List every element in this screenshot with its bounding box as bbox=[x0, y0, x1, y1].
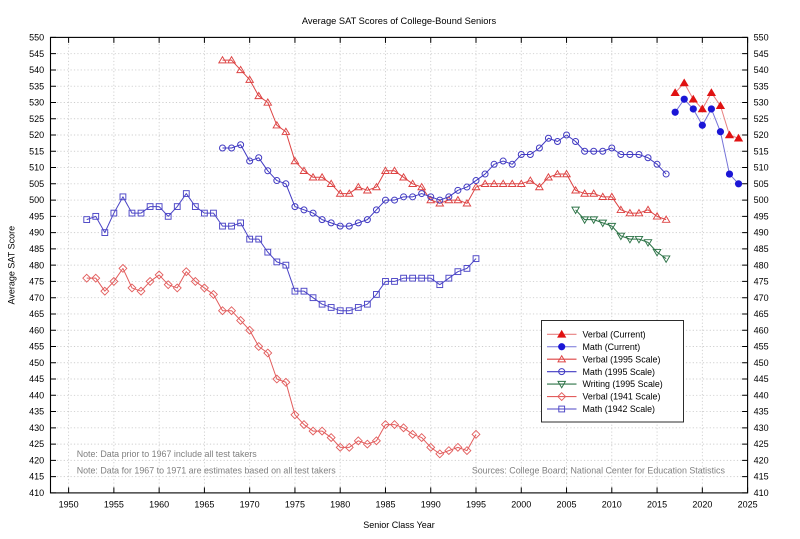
svg-text:1950: 1950 bbox=[59, 500, 79, 510]
svg-text:470: 470 bbox=[29, 293, 44, 303]
svg-text:530: 530 bbox=[29, 98, 44, 108]
svg-text:415: 415 bbox=[754, 472, 769, 482]
svg-text:2025: 2025 bbox=[738, 500, 758, 510]
svg-text:525: 525 bbox=[29, 114, 44, 124]
svg-text:520: 520 bbox=[29, 130, 44, 140]
svg-text:435: 435 bbox=[754, 407, 769, 417]
svg-text:Note: Data for 1967 to 1971 ar: Note: Data for 1967 to 1971 are estimate… bbox=[77, 466, 337, 476]
svg-text:1960: 1960 bbox=[149, 500, 169, 510]
svg-text:435: 435 bbox=[29, 407, 44, 417]
svg-text:495: 495 bbox=[754, 211, 769, 221]
svg-text:1995: 1995 bbox=[466, 500, 486, 510]
svg-text:505: 505 bbox=[29, 179, 44, 189]
svg-text:525: 525 bbox=[754, 114, 769, 124]
svg-text:Math (1942 Scale): Math (1942 Scale) bbox=[583, 404, 656, 414]
svg-text:Average SAT Scores of College-: Average SAT Scores of College-Bound Seni… bbox=[302, 16, 497, 26]
svg-text:Math (1995 Scale): Math (1995 Scale) bbox=[583, 367, 656, 377]
svg-text:540: 540 bbox=[754, 65, 769, 75]
svg-text:475: 475 bbox=[754, 277, 769, 287]
svg-text:500: 500 bbox=[754, 195, 769, 205]
svg-text:1970: 1970 bbox=[240, 500, 260, 510]
svg-text:1965: 1965 bbox=[194, 500, 214, 510]
svg-text:515: 515 bbox=[754, 146, 769, 156]
svg-text:455: 455 bbox=[754, 342, 769, 352]
svg-text:1955: 1955 bbox=[104, 500, 124, 510]
svg-text:535: 535 bbox=[754, 81, 769, 91]
svg-text:2015: 2015 bbox=[647, 500, 667, 510]
svg-text:410: 410 bbox=[29, 488, 44, 498]
svg-text:Verbal (1941 Scale): Verbal (1941 Scale) bbox=[583, 392, 661, 402]
svg-text:455: 455 bbox=[29, 342, 44, 352]
svg-text:Verbal (1995 Scale): Verbal (1995 Scale) bbox=[583, 354, 661, 364]
svg-text:540: 540 bbox=[29, 65, 44, 75]
svg-text:460: 460 bbox=[754, 325, 769, 335]
svg-text:465: 465 bbox=[754, 309, 769, 319]
svg-text:530: 530 bbox=[754, 98, 769, 108]
svg-text:480: 480 bbox=[29, 260, 44, 270]
svg-text:Note: Data prior to 1967 inclu: Note: Data prior to 1967 include all tes… bbox=[77, 449, 258, 459]
svg-text:485: 485 bbox=[754, 244, 769, 254]
svg-text:475: 475 bbox=[29, 277, 44, 287]
svg-text:440: 440 bbox=[29, 390, 44, 400]
svg-text:445: 445 bbox=[754, 374, 769, 384]
svg-text:430: 430 bbox=[29, 423, 44, 433]
svg-text:440: 440 bbox=[754, 390, 769, 400]
svg-text:2000: 2000 bbox=[511, 500, 531, 510]
svg-text:2020: 2020 bbox=[692, 500, 712, 510]
svg-text:Writing (1995 Scale): Writing (1995 Scale) bbox=[583, 379, 663, 389]
svg-text:1980: 1980 bbox=[330, 500, 350, 510]
svg-text:510: 510 bbox=[754, 163, 769, 173]
svg-text:Average SAT Score: Average SAT Score bbox=[7, 226, 17, 305]
svg-text:Sources: College Board; Nation: Sources: College Board; National Center … bbox=[472, 466, 726, 476]
svg-text:515: 515 bbox=[29, 146, 44, 156]
svg-text:535: 535 bbox=[29, 81, 44, 91]
svg-text:505: 505 bbox=[754, 179, 769, 189]
svg-text:545: 545 bbox=[754, 49, 769, 59]
svg-text:550: 550 bbox=[29, 33, 44, 43]
svg-text:550: 550 bbox=[754, 33, 769, 43]
svg-text:445: 445 bbox=[29, 374, 44, 384]
svg-text:470: 470 bbox=[754, 293, 769, 303]
svg-text:410: 410 bbox=[754, 488, 769, 498]
svg-text:500: 500 bbox=[29, 195, 44, 205]
svg-text:420: 420 bbox=[754, 455, 769, 465]
svg-text:485: 485 bbox=[29, 244, 44, 254]
svg-text:465: 465 bbox=[29, 309, 44, 319]
svg-text:460: 460 bbox=[29, 325, 44, 335]
svg-text:415: 415 bbox=[29, 472, 44, 482]
svg-text:425: 425 bbox=[754, 439, 769, 449]
svg-text:490: 490 bbox=[29, 228, 44, 238]
svg-text:Verbal (Current): Verbal (Current) bbox=[583, 329, 646, 339]
svg-text:2010: 2010 bbox=[602, 500, 622, 510]
svg-text:450: 450 bbox=[29, 358, 44, 368]
svg-text:1975: 1975 bbox=[285, 500, 305, 510]
svg-text:510: 510 bbox=[29, 163, 44, 173]
svg-text:450: 450 bbox=[754, 358, 769, 368]
svg-text:425: 425 bbox=[29, 439, 44, 449]
svg-text:1985: 1985 bbox=[375, 500, 395, 510]
svg-text:1990: 1990 bbox=[421, 500, 441, 510]
svg-text:490: 490 bbox=[754, 228, 769, 238]
svg-text:480: 480 bbox=[754, 260, 769, 270]
svg-text:2005: 2005 bbox=[557, 500, 577, 510]
svg-text:Senior Class Year: Senior Class Year bbox=[363, 520, 435, 530]
svg-text:495: 495 bbox=[29, 211, 44, 221]
svg-text:430: 430 bbox=[754, 423, 769, 433]
svg-text:420: 420 bbox=[29, 455, 44, 465]
svg-text:520: 520 bbox=[754, 130, 769, 140]
svg-text:Math (Current): Math (Current) bbox=[583, 342, 641, 352]
svg-text:545: 545 bbox=[29, 49, 44, 59]
